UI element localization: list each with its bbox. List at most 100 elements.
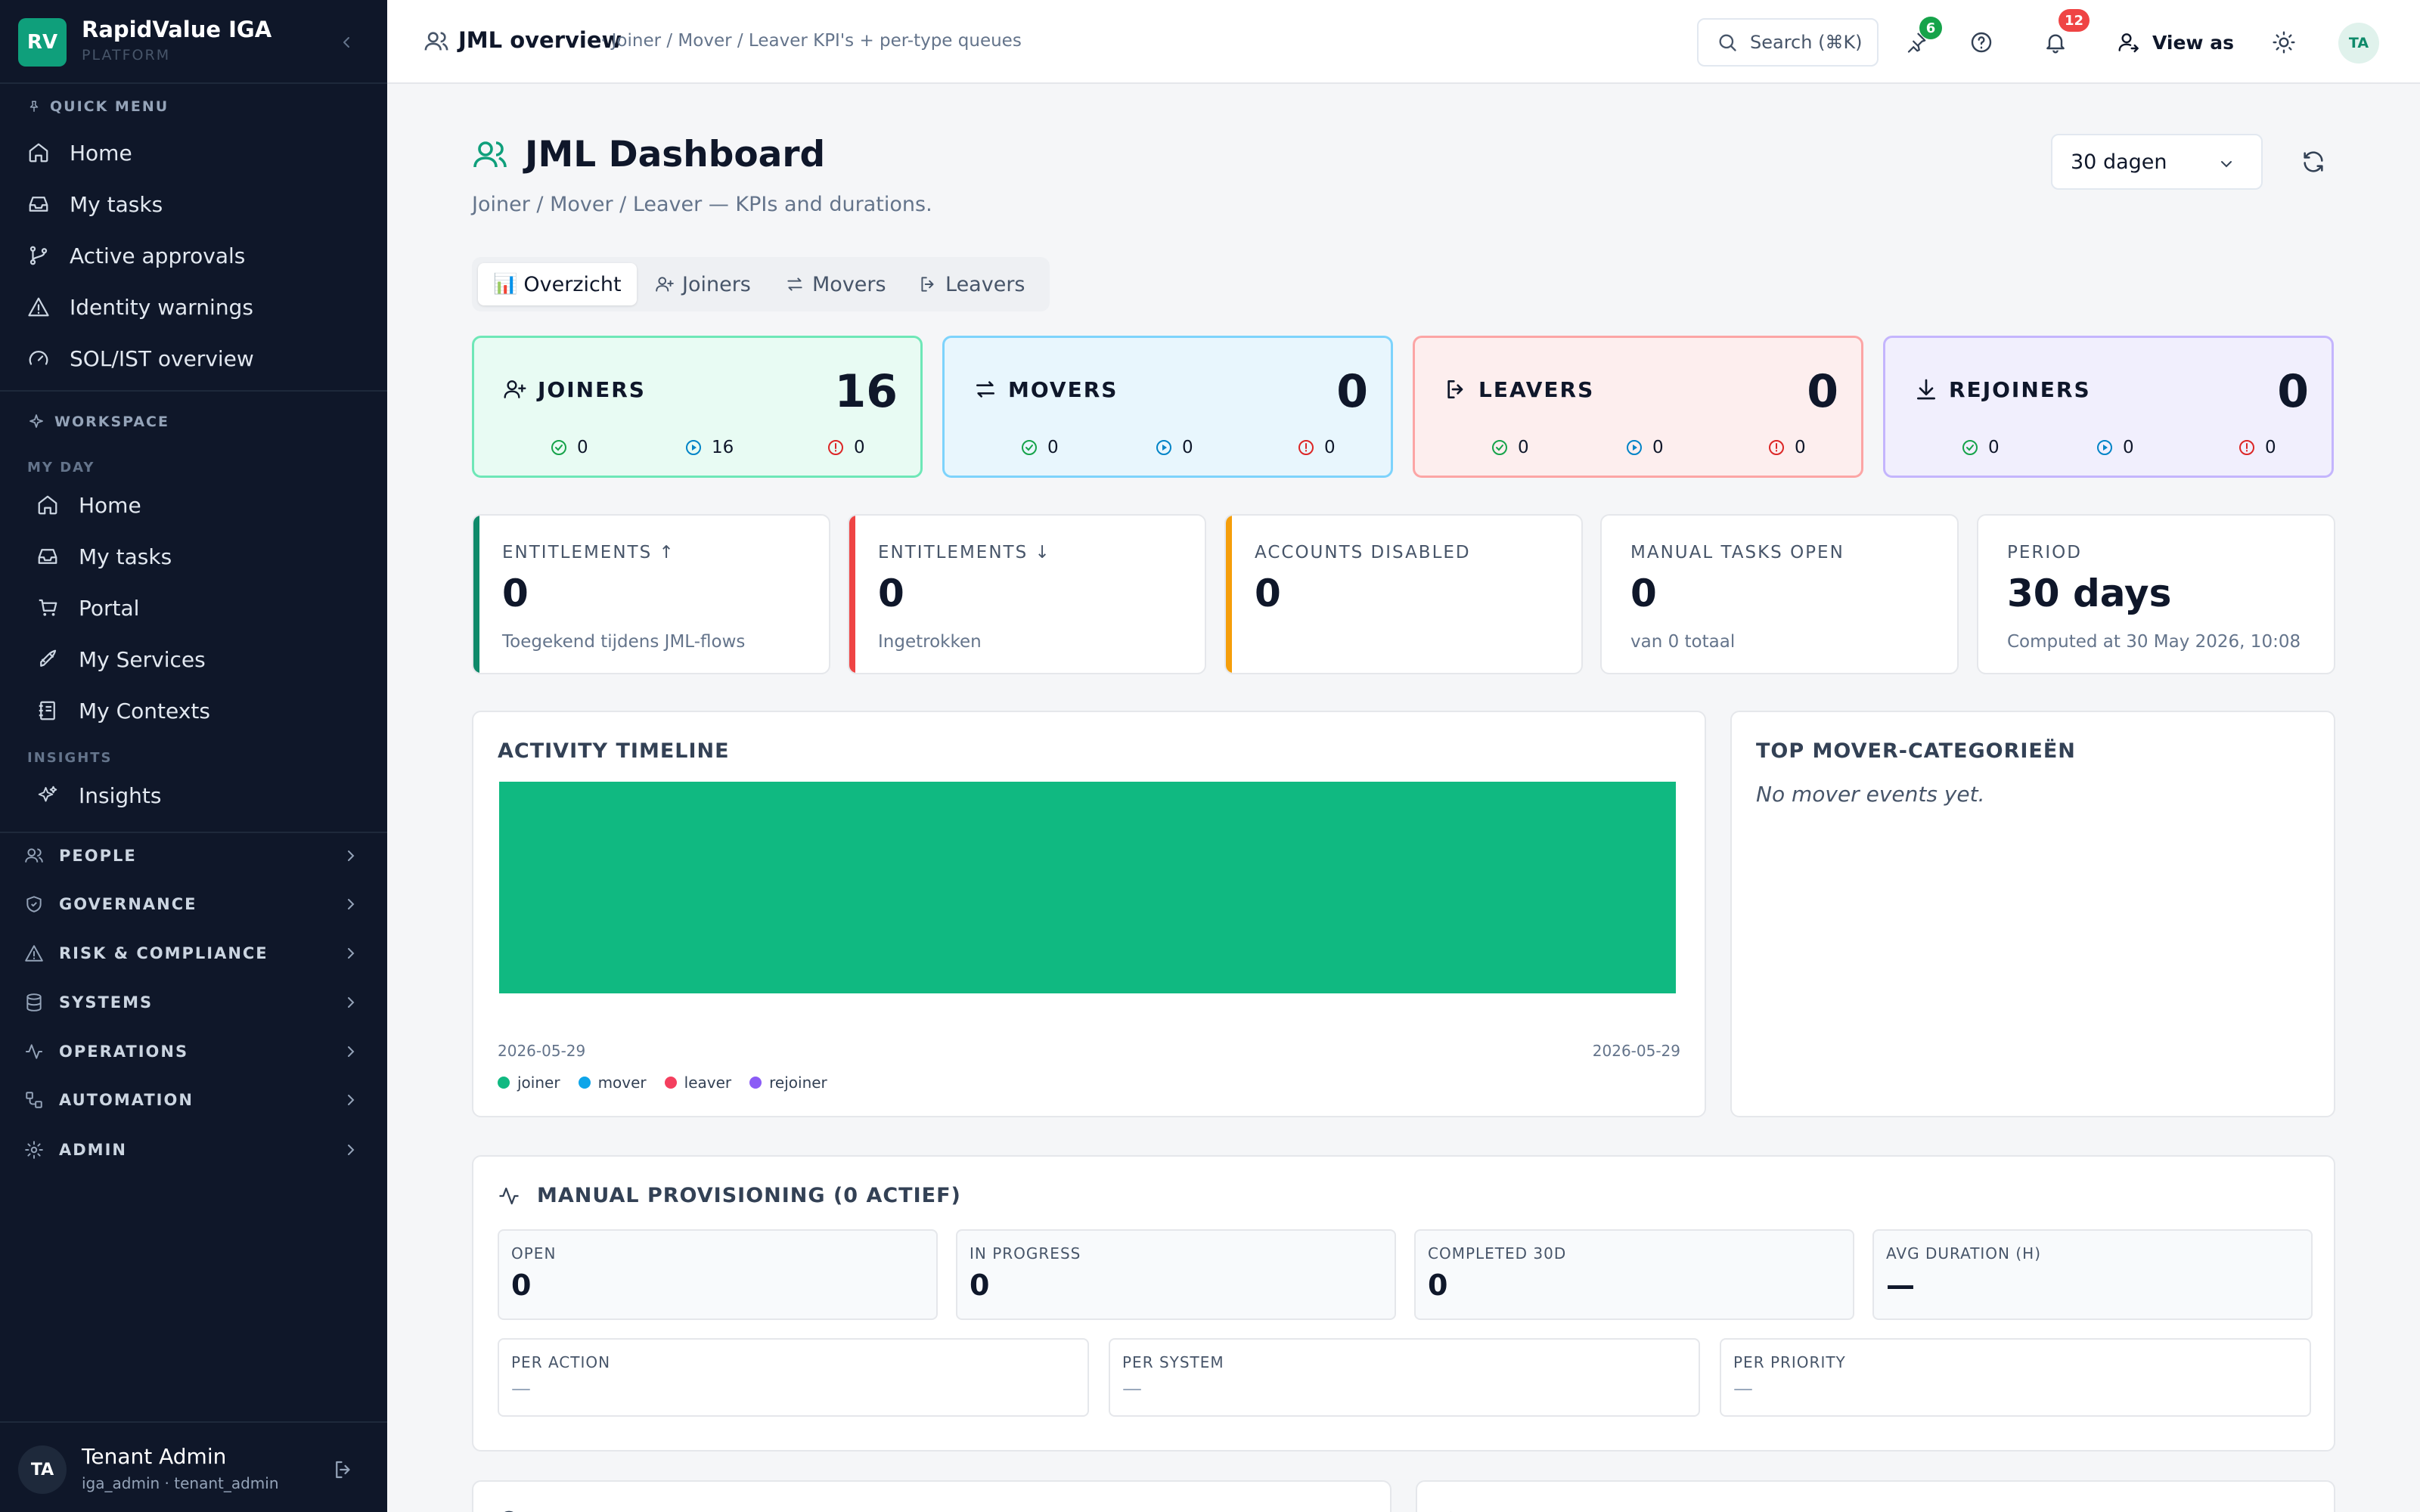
- sidebar-item-my-contexts[interactable]: My Contexts: [15, 686, 372, 735]
- activity-icon: [26, 1044, 42, 1059]
- chevron-right-icon: [348, 1145, 355, 1155]
- stat-card-accounts-disabled: ACCOUNTS DISABLED 0: [1224, 514, 1583, 674]
- chart-icon: 📊: [493, 273, 518, 296]
- alert-circle-icon: [1769, 440, 1784, 455]
- sidebar-item-my-services[interactable]: My Services: [15, 635, 372, 683]
- quick-item-identity-warnings[interactable]: Identity warnings: [15, 283, 372, 331]
- page-subtitle: Joiner / Mover / Leaver — KPIs and durat…: [472, 193, 932, 216]
- quick-item-my-tasks[interactable]: My tasks: [15, 180, 372, 228]
- refresh-button[interactable]: [2294, 143, 2332, 181]
- sidebar-item-my-tasks[interactable]: My tasks: [15, 532, 372, 581]
- sidebar-divider: [0, 390, 387, 392]
- x-axis-start-label: 2026-05-29: [498, 1042, 586, 1060]
- clock-icon: [504, 1510, 513, 1512]
- avatar[interactable]: TA: [18, 1445, 67, 1494]
- kpi-done-count: 0: [1491, 438, 1529, 457]
- sidebar: RV RapidValue IGA PLATFORM QUICK MENU Ho…: [0, 0, 387, 1512]
- sidebar-group-admin[interactable]: ADMIN: [15, 1129, 372, 1171]
- stat-value: 0: [878, 572, 904, 615]
- logout-icon: [921, 277, 934, 292]
- period-select[interactable]: 30 dagen: [2051, 134, 2263, 190]
- logout-button[interactable]: [328, 1455, 358, 1485]
- notifications-button[interactable]: [2037, 24, 2074, 60]
- tab-movers[interactable]: Movers: [770, 263, 901, 305]
- activity-chart: [499, 782, 1676, 993]
- area-series-joiner: [499, 782, 1676, 993]
- kpi-card-movers[interactable]: MOVERS 0 0 0 0: [942, 336, 1393, 478]
- kpi-card-joiners[interactable]: JOINERS 16 0 16 0: [472, 336, 923, 478]
- check-circle-icon: [1962, 440, 1978, 455]
- sidebar-item-home[interactable]: Home: [15, 481, 372, 529]
- panel-title: MANUAL PROVISIONING (0 ACTIEF): [498, 1184, 961, 1207]
- main-content: JML Dashboard Joiner / Mover / Leaver — …: [387, 84, 2420, 1512]
- brand-logo[interactable]: RV: [18, 18, 67, 67]
- play-circle-icon: [1627, 440, 1642, 455]
- x-axis-end-label: 2026-05-29: [1592, 1042, 1680, 1060]
- sparkles-icon: [38, 785, 57, 802]
- kpi-value: 0: [2277, 365, 2309, 418]
- sidebar-group-automation[interactable]: AUTOMATION: [15, 1079, 372, 1121]
- gauge-icon: [29, 351, 48, 365]
- logout-icon: [336, 1461, 350, 1479]
- view-as-button[interactable]: View as: [2118, 24, 2234, 60]
- avatar[interactable]: TA: [2338, 23, 2379, 64]
- workflow-icon: [26, 1092, 42, 1108]
- theme-toggle-button[interactable]: [2266, 24, 2302, 60]
- kpi-running-count: 0: [1155, 438, 1193, 457]
- kpi-label: MOVERS: [1008, 377, 1118, 402]
- gear-icon: [25, 1141, 43, 1159]
- tab-overzicht[interactable]: 📊 Overzicht: [478, 263, 637, 305]
- sidebar-item-portal[interactable]: Portal: [15, 584, 372, 632]
- sidebar-item-insights[interactable]: Insights: [15, 771, 372, 820]
- stat-accent: [473, 516, 479, 673]
- activity-icon: [499, 1187, 519, 1204]
- sidebar-group-operations[interactable]: OPERATIONS: [15, 1030, 372, 1073]
- tab-leavers[interactable]: Leavers: [903, 263, 1040, 305]
- pinned-button[interactable]: [1898, 24, 1934, 60]
- legend-item-mover: mover: [578, 1074, 647, 1092]
- breadcrumb: · Joiner / Mover / Leaver KPI's + per-ty…: [600, 31, 1022, 51]
- bottom-panel-left: [472, 1480, 1392, 1512]
- sidebar-group-governance[interactable]: GOVERNANCE: [15, 883, 372, 925]
- database-icon: [26, 993, 42, 1012]
- stat-accent: [849, 516, 855, 673]
- alert-circle-icon: [1298, 440, 1314, 455]
- alert-circle-icon: [2239, 440, 2254, 455]
- kpi-card-leavers[interactable]: LEAVERS 0 0 0 0: [1413, 336, 1863, 478]
- metric-completed-30d: COMPLETED 30D 0: [1414, 1229, 1854, 1320]
- inbox-icon: [29, 197, 48, 212]
- breakdown-per-system: PER SYSTEM —: [1109, 1338, 1700, 1417]
- collapse-sidebar-button[interactable]: [333, 29, 360, 56]
- arrows-swap-icon: [976, 381, 994, 398]
- manual-provisioning-panel: MANUAL PROVISIONING (0 ACTIEF) OPEN 0 IN…: [472, 1155, 2335, 1452]
- stat-note: van 0 totaal: [1630, 632, 1736, 652]
- quick-menu-label: QUICK MENU: [27, 98, 169, 115]
- kpi-card-rejoiners[interactable]: REJOINERS 0 0 0 0: [1883, 336, 2334, 478]
- inbox-icon: [38, 549, 57, 564]
- help-button[interactable]: [1963, 24, 2000, 60]
- play-circle-icon: [1156, 440, 1171, 455]
- activity-timeline-panel: ACTIVITY TIMELINE 2026-05-29 2026-05-29 …: [472, 711, 1706, 1117]
- sidebar-group-people[interactable]: PEOPLE: [15, 835, 372, 877]
- help-icon: [1971, 32, 1992, 53]
- quick-item-home[interactable]: Home: [15, 129, 372, 177]
- my-day-label: MY DAY: [27, 460, 95, 476]
- quick-item-sol-ist-overview[interactable]: SOL/IST overview: [15, 334, 372, 383]
- sidebar-group-systems[interactable]: SYSTEMS: [15, 981, 372, 1024]
- quick-item-active-approvals[interactable]: Active approvals: [15, 231, 372, 280]
- kpi-label: REJOINERS: [1949, 377, 2091, 402]
- sidebar-group-risk-compliance[interactable]: RISK & COMPLIANCE: [15, 932, 372, 974]
- user-name: Tenant Admin: [82, 1444, 227, 1469]
- search-icon: [1719, 34, 1736, 51]
- page-context-title: JML overview: [458, 27, 622, 53]
- arrows-swap-icon: [787, 277, 802, 291]
- stat-card-entitlements-granted: ENTITLEMENTS ↑ 0 Toegekend tijdens JML-f…: [472, 514, 830, 674]
- search-button[interactable]: Search (⌘K): [1697, 18, 1879, 67]
- top-mover-categories-panel: TOP MOVER-CATEGORIEËN No mover events ye…: [1730, 711, 2335, 1117]
- kpi-done-count: 0: [1961, 438, 2000, 457]
- kpi-failed-count: 0: [1297, 438, 1336, 457]
- panel-title: ACTIVITY TIMELINE: [498, 739, 730, 763]
- tab-joiners[interactable]: Joiners: [640, 263, 766, 305]
- stat-value: 0: [502, 572, 529, 615]
- users-icon: [473, 141, 507, 167]
